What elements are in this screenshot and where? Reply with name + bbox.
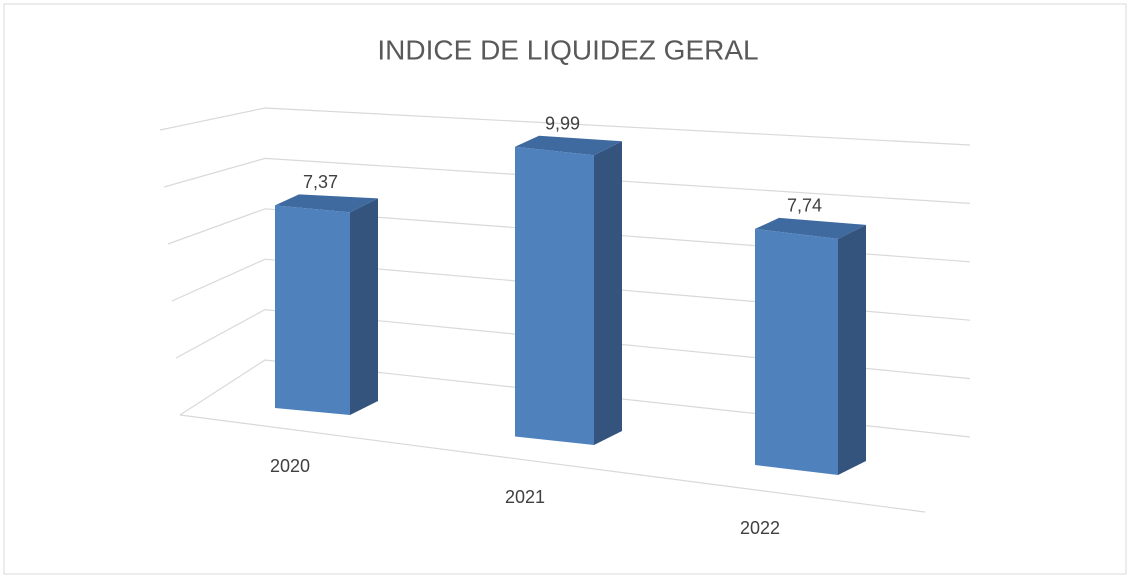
grid-line bbox=[163, 157, 971, 204]
bar-side bbox=[350, 198, 378, 415]
bar bbox=[275, 194, 378, 415]
grid-line bbox=[167, 208, 971, 263]
bar-front bbox=[515, 146, 594, 446]
chart-title: INDICE DE LIQUIDEZ GERAL bbox=[377, 34, 758, 65]
bar bbox=[515, 135, 622, 446]
bar-front bbox=[755, 228, 838, 475]
data-label: 7,37 bbox=[303, 172, 338, 192]
x-tick-label: 2021 bbox=[505, 487, 545, 507]
data-label: 9,99 bbox=[545, 114, 580, 134]
floor-edge bbox=[179, 414, 926, 513]
grid-line bbox=[159, 107, 971, 146]
grid-line bbox=[171, 258, 971, 321]
bar-side bbox=[838, 224, 866, 475]
grid-line bbox=[175, 308, 971, 380]
x-tick-label: 2020 bbox=[270, 456, 310, 476]
bar-top bbox=[275, 194, 378, 213]
grid-line bbox=[179, 359, 971, 438]
data-label: 7,74 bbox=[787, 196, 822, 216]
bar-side bbox=[594, 141, 622, 446]
bar-top bbox=[755, 217, 866, 239]
bar bbox=[755, 217, 866, 475]
bar-top bbox=[515, 135, 622, 156]
x-tick-label: 2022 bbox=[740, 518, 780, 538]
bar-front bbox=[275, 205, 350, 415]
